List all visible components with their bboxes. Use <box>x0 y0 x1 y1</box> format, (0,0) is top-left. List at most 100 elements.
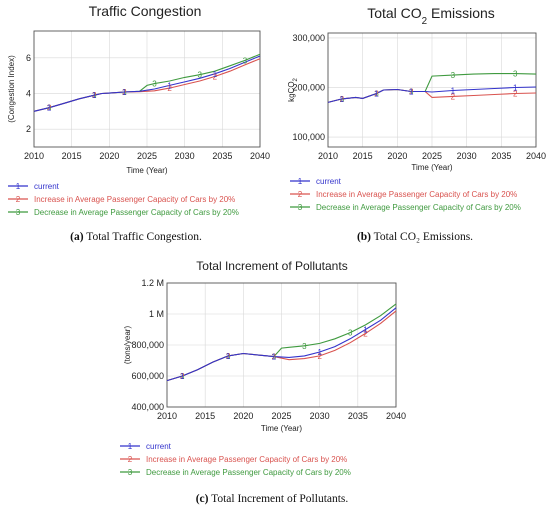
x-axis-title: Time (Year) <box>411 163 453 172</box>
chart-c: Total Increment of Pollutants 2010 2015 202… <box>120 259 406 477</box>
series-marker-1: 1 <box>47 104 52 113</box>
x-tick-label: 2020 <box>99 151 119 161</box>
series-marker-3: 3 <box>302 342 307 351</box>
legend-label: current <box>34 182 60 191</box>
plot-frame <box>327 32 537 148</box>
series-marker-3: 3 <box>409 87 414 96</box>
chart-a: Traffic Congestion 2010 2015 2020 2025 2030 20… <box>7 3 270 217</box>
x-tick-label: 2020 <box>233 411 253 421</box>
y-tick-label: 100,000 <box>292 132 325 142</box>
x-axis-title: Time (Year) <box>126 166 168 175</box>
legend-label: current <box>146 442 172 451</box>
y-tick-label: 1 M <box>149 309 164 319</box>
x-tick-label: 2030 <box>457 151 477 161</box>
series-marker-1: 1 <box>226 352 231 361</box>
y-axis-title: (Congestion Index) <box>7 55 16 123</box>
series-marker-2: 2 <box>180 372 185 381</box>
legend-marker: 1 <box>16 182 21 191</box>
legend-label: Decrease in Average Passenger Capacity o… <box>316 203 521 212</box>
legend-label: Decrease in Average Passenger Capacity o… <box>146 468 351 477</box>
legend-label: Increase in Average Passenger Capacity o… <box>146 455 347 464</box>
x-tick-label: 2015 <box>62 151 82 161</box>
x-tick-label: 2025 <box>271 411 291 421</box>
series-marker-3: 3 <box>348 329 353 338</box>
legend-marker: 3 <box>298 203 303 212</box>
legend-marker: 2 <box>16 195 21 204</box>
series-marker-2: 2 <box>409 87 414 96</box>
y-tick-label: 2 <box>26 124 31 134</box>
y-tick-label: 1.2 M <box>141 278 164 288</box>
series-marker-1: 1 <box>167 81 172 90</box>
series-marker-3: 3 <box>374 89 379 98</box>
series-marker-2: 2 <box>513 89 518 98</box>
series-marker-2: 2 <box>374 89 379 98</box>
series-line-1 <box>327 86 537 103</box>
y-tick-label: 800,000 <box>131 340 164 350</box>
chart-title: Total Increment of Pollutants <box>196 259 347 273</box>
y-axis-title: kgCO2 <box>287 77 299 101</box>
series-marker-3: 3 <box>198 71 203 80</box>
x-tick-label: 2040 <box>526 151 546 161</box>
plot-frame <box>166 282 397 408</box>
legend-label: Increase in Average Passenger Capacity o… <box>34 195 235 204</box>
legend-label: current <box>316 177 342 186</box>
series-marker-1: 1 <box>374 89 379 98</box>
y-tick-label: 6 <box>26 53 31 63</box>
series-marker-1: 1 <box>122 88 127 97</box>
x-tick-label: 2015 <box>195 411 215 421</box>
legend-marker: 1 <box>298 177 303 186</box>
series-marker-2: 2 <box>451 92 456 101</box>
series-marker-3: 3 <box>513 70 518 79</box>
x-tick-label: 2020 <box>387 151 407 161</box>
legend-marker: 2 <box>298 190 303 199</box>
series-marker-3: 3 <box>272 353 277 362</box>
x-tick-label: 2030 <box>310 411 330 421</box>
series-marker-2: 2 <box>317 352 322 361</box>
series-marker-2: 2 <box>122 88 127 97</box>
series-marker-2: 2 <box>363 329 368 338</box>
series-marker-2: 2 <box>47 104 52 113</box>
series-line-1 <box>166 307 397 382</box>
legend-label: Increase in Average Passenger Capacity o… <box>316 190 517 199</box>
series-marker-3: 3 <box>243 56 248 65</box>
series-marker-1: 1 <box>409 87 414 96</box>
series-marker-1: 1 <box>363 326 368 335</box>
series-marker-2: 2 <box>167 84 172 93</box>
x-tick-label: 2035 <box>491 151 511 161</box>
y-tick-label: 4 <box>26 88 31 98</box>
series-marker-3: 3 <box>122 88 127 97</box>
y-tick-label: 400,000 <box>131 402 164 412</box>
series-marker-2: 2 <box>340 95 345 104</box>
x-tick-label: 2030 <box>175 151 195 161</box>
series-marker-2: 2 <box>272 353 277 362</box>
caption-c: (c) Total Increment of Pollutants. <box>196 493 349 505</box>
series-marker-1: 1 <box>317 348 322 357</box>
series-marker-1: 1 <box>213 70 218 79</box>
legend-marker: 2 <box>128 455 133 464</box>
series-line-1 <box>33 55 261 112</box>
x-tick-label: 2010 <box>157 411 177 421</box>
y-tick-label: 200,000 <box>292 83 325 93</box>
y-axis-title: (tons/year) <box>123 326 132 365</box>
chart-b: Total CO2 Emissions 2010 2015 2020 2025 2030 2… <box>287 5 546 212</box>
series-marker-2: 2 <box>92 91 97 100</box>
x-tick-label: 2040 <box>250 151 270 161</box>
legend-label: Decrease in Average Passenger Capacity o… <box>34 208 239 217</box>
chart-title: Total CO2 Emissions <box>367 5 495 27</box>
x-tick-label: 2015 <box>353 151 373 161</box>
series-marker-3: 3 <box>92 91 97 100</box>
legend-marker: 1 <box>128 442 133 451</box>
x-tick-label: 2035 <box>348 411 368 421</box>
x-tick-label: 2025 <box>422 151 442 161</box>
series-marker-1: 1 <box>272 353 277 362</box>
series-marker-3: 3 <box>340 95 345 104</box>
x-axis-title: Time (Year) <box>261 424 303 433</box>
legend-marker: 3 <box>128 468 133 477</box>
x-tick-label: 2010 <box>24 151 44 161</box>
series-marker-2: 2 <box>226 352 231 361</box>
y-tick-label: 300,000 <box>292 33 325 43</box>
y-tick-label: 600,000 <box>131 371 164 381</box>
series-marker-3: 3 <box>226 352 231 361</box>
x-tick-label: 2025 <box>137 151 157 161</box>
series-marker-1: 1 <box>92 91 97 100</box>
